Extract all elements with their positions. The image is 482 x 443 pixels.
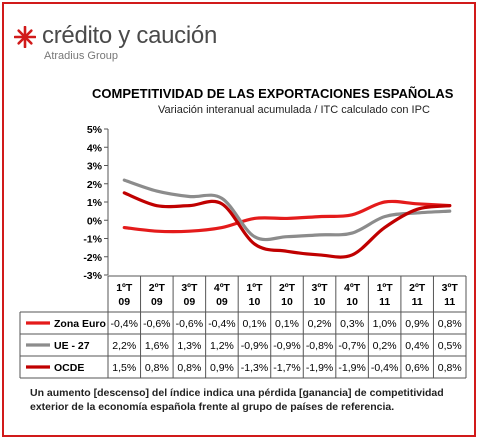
data-label: 1,6%	[145, 340, 169, 352]
y-tick-label: 0%	[87, 215, 103, 227]
series-line-ocde	[122, 191, 452, 259]
legend-label: OCDE	[54, 362, 84, 374]
data-label: 0,3%	[340, 318, 364, 330]
data-label: -0,4%	[208, 318, 235, 330]
data-label: 0,8%	[177, 362, 201, 374]
chart-title: COMPETITIVIDAD DE LAS EXPORTACIONES ESPA…	[92, 86, 454, 101]
x-tick-label-year: 10	[249, 296, 261, 308]
x-tick-label-year: 09	[184, 296, 196, 308]
data-label: 1,0%	[373, 318, 397, 330]
data-label: -0,9%	[273, 340, 300, 352]
x-tick-label-year: 11	[444, 296, 455, 308]
data-label: 1,5%	[112, 362, 136, 374]
x-tick-label-year: 10	[281, 296, 293, 308]
logo-star-arm	[17, 29, 33, 45]
chart-subtitle: Variación interanual acumulada / ITC cal…	[158, 104, 430, 116]
data-label: 0,8%	[438, 318, 462, 330]
x-tick-label-quarter: 1ºT	[246, 282, 263, 294]
x-tick-label-year: 09	[216, 296, 228, 308]
data-label: -0,6%	[176, 318, 203, 330]
data-label: 0,1%	[242, 318, 266, 330]
data-label: 0,4%	[405, 340, 429, 352]
data-label: -0,6%	[143, 318, 170, 330]
logo-name: crédito y caución	[42, 22, 217, 49]
x-tick-label-year: 11	[379, 296, 390, 308]
x-tick-label-quarter: 1ºT	[116, 282, 133, 294]
x-tick-label-quarter: 4ºT	[344, 282, 361, 294]
x-tick-label-quarter: 4ºT	[214, 282, 231, 294]
y-tick-label: 3%	[87, 161, 103, 173]
data-label: -0,7%	[338, 340, 365, 352]
data-label: 1,3%	[177, 340, 201, 352]
y-tick-label: 1%	[87, 197, 103, 209]
y-tick-label: 2%	[87, 179, 103, 191]
series-line-zona-euro	[122, 199, 452, 234]
data-label: 0,8%	[145, 362, 169, 374]
x-tick-label-year: 10	[346, 296, 358, 308]
y-tick-label: 5%	[87, 124, 103, 136]
footnote: Un aumento [descenso] del índice indica …	[30, 387, 444, 413]
x-tick-label-quarter: 2ºT	[409, 282, 426, 294]
data-label: 0,5%	[438, 340, 462, 352]
x-tick-label-quarter: 3ºT	[442, 282, 459, 294]
x-tick-label-quarter: 1ºT	[377, 282, 394, 294]
y-tick-label: -3%	[83, 270, 102, 282]
data-label: 1,2%	[210, 340, 234, 352]
y-tick-label: -2%	[83, 252, 102, 264]
x-tick-label-year: 09	[118, 296, 130, 308]
y-tick-label: -1%	[83, 234, 102, 246]
logo-star-icon	[14, 26, 36, 48]
data-label: -0,8%	[306, 340, 333, 352]
data-label: -0,4%	[371, 362, 398, 374]
data-label: -1,7%	[273, 362, 300, 374]
legend-label: UE - 27	[54, 340, 90, 352]
data-label: -0,9%	[241, 340, 268, 352]
data-label: -1,3%	[241, 362, 268, 374]
data-label: 0,1%	[275, 318, 299, 330]
legend-label: Zona Euro	[54, 318, 106, 330]
x-tick-label-quarter: 3ºT	[181, 282, 198, 294]
data-label: 0,2%	[308, 318, 332, 330]
x-tick-label-year: 11	[412, 296, 423, 308]
data-label: -1,9%	[338, 362, 365, 374]
outer-frame	[2, 2, 476, 437]
series-line-ue-27	[122, 178, 452, 242]
x-tick-label-year: 10	[314, 296, 326, 308]
x-tick-label-year: 09	[151, 296, 163, 308]
data-label: 0,9%	[210, 362, 234, 374]
logo-subtitle: Atradius Group	[44, 50, 118, 62]
data-label: 0,6%	[405, 362, 429, 374]
data-label: -1,9%	[306, 362, 333, 374]
data-label: 0,8%	[438, 362, 462, 374]
data-label: 2,2%	[112, 340, 136, 352]
x-tick-label-quarter: 2ºT	[149, 282, 166, 294]
x-tick-label-quarter: 3ºT	[311, 282, 328, 294]
data-label: 0,2%	[373, 340, 397, 352]
y-tick-label: 4%	[87, 142, 103, 154]
x-tick-label-quarter: 2ºT	[279, 282, 296, 294]
data-label: -0,4%	[111, 318, 138, 330]
data-label: 0,9%	[405, 318, 429, 330]
